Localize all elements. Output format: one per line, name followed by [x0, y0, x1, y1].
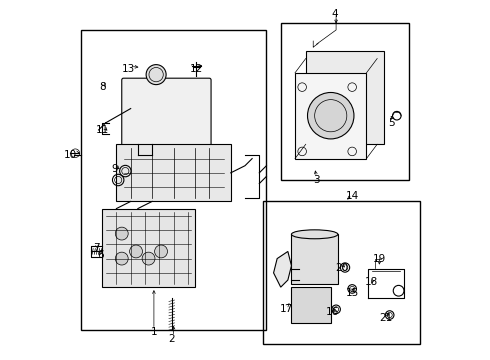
Bar: [81, 30, 267, 330]
Text: 2: 2: [169, 334, 175, 344]
Ellipse shape: [292, 230, 338, 239]
Text: 21: 21: [379, 312, 392, 323]
Bar: [306, 51, 384, 144]
Bar: [292, 234, 338, 284]
Polygon shape: [273, 251, 292, 287]
Circle shape: [115, 252, 128, 265]
Text: 16: 16: [326, 307, 339, 317]
Text: 4: 4: [331, 9, 338, 19]
Bar: [117, 144, 231, 202]
Text: 6: 6: [97, 250, 104, 260]
Bar: [263, 202, 420, 344]
Circle shape: [142, 252, 155, 265]
Text: 15: 15: [345, 288, 359, 297]
Circle shape: [308, 93, 354, 139]
Text: 13: 13: [122, 64, 136, 74]
Text: 12: 12: [190, 64, 203, 74]
Bar: [281, 23, 409, 180]
Text: 17: 17: [279, 303, 293, 314]
Text: 8: 8: [99, 82, 105, 92]
Text: 5: 5: [388, 118, 395, 128]
Bar: [292, 287, 331, 323]
Text: 19: 19: [372, 253, 386, 264]
Text: 11: 11: [96, 125, 109, 135]
Circle shape: [115, 227, 128, 240]
FancyBboxPatch shape: [122, 78, 211, 146]
Circle shape: [130, 245, 143, 258]
Text: 14: 14: [345, 191, 359, 201]
Bar: [102, 208, 195, 287]
Text: 10: 10: [63, 150, 76, 160]
Text: 18: 18: [365, 277, 378, 287]
Circle shape: [155, 245, 168, 258]
Text: 3: 3: [313, 175, 320, 185]
Text: 9: 9: [111, 164, 118, 174]
Bar: [295, 73, 367, 158]
Text: 7: 7: [94, 243, 100, 253]
Circle shape: [146, 64, 166, 85]
Text: 1: 1: [150, 327, 157, 337]
Text: 20: 20: [335, 262, 348, 273]
